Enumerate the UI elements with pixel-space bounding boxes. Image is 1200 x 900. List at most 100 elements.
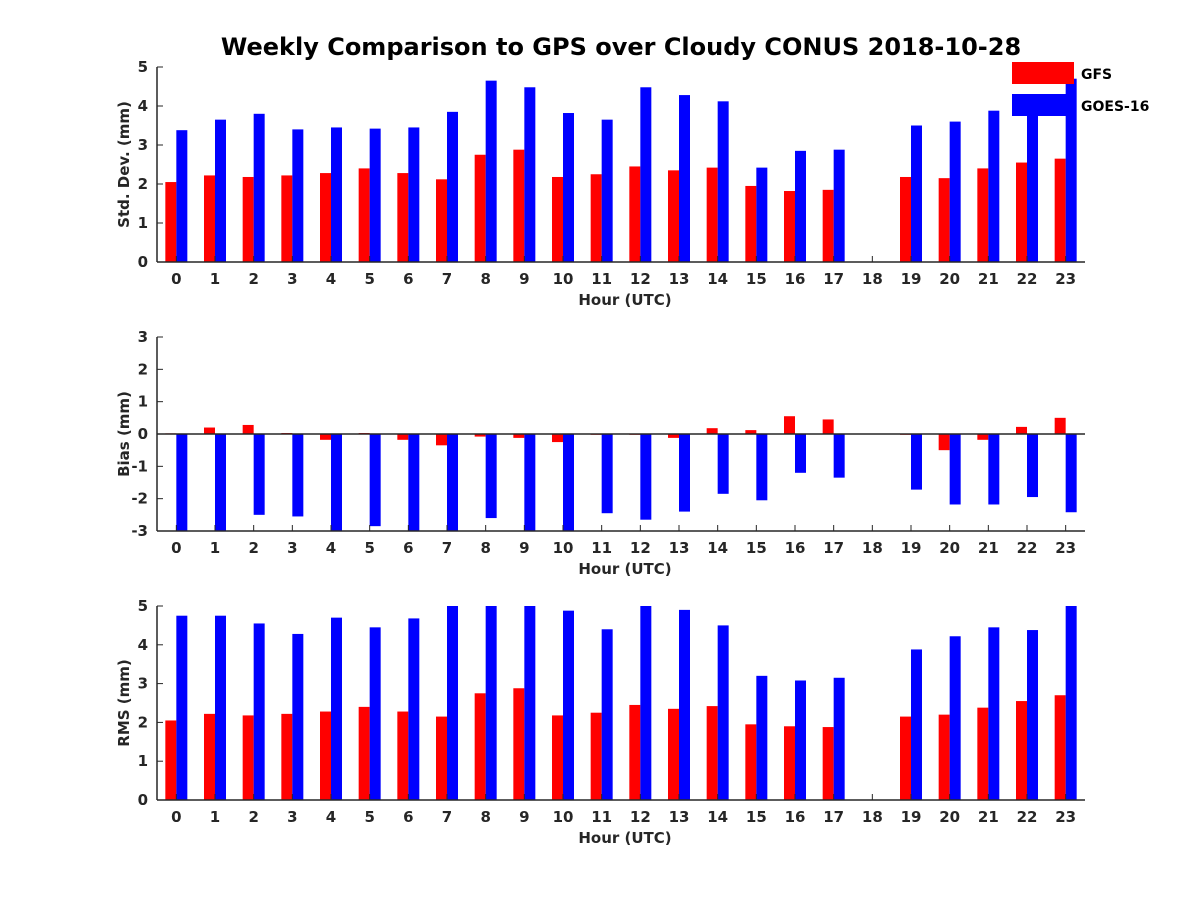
x-tick-label: 9: [519, 270, 529, 288]
x-tick-label: 2: [248, 808, 258, 826]
bar-gfs-hour-14: [706, 428, 718, 434]
bar-goes-16-hour-12: [640, 434, 652, 520]
bar-goes-16-hour-4: [331, 127, 342, 262]
bar-gfs-hour-4: [320, 434, 331, 440]
bar-goes-16-hour-23: [1065, 78, 1077, 262]
bar-goes-16-hour-5: [369, 434, 381, 527]
y-tick-label: 5: [138, 597, 148, 615]
bar-gfs-hour-3: [281, 175, 293, 262]
x-tick-label: 6: [403, 539, 413, 557]
x-tick-label: 22: [1017, 270, 1038, 288]
x-tick-label: 16: [785, 808, 806, 826]
x-tick-label: 18: [862, 808, 883, 826]
x-tick-label: 8: [480, 808, 490, 826]
x-tick-label: 15: [746, 808, 767, 826]
x-tick-label: 11: [591, 808, 612, 826]
bar-goes-16-hour-8: [485, 606, 497, 800]
x-tick-label: 18: [862, 539, 883, 557]
x-tick-label: 20: [939, 539, 960, 557]
x-tick-label: 12: [630, 808, 651, 826]
legend-swatch-goes-16: [1012, 94, 1074, 116]
bar-goes-16-hour-1: [215, 119, 226, 263]
y-tick-label: 4: [138, 97, 148, 115]
bar-gfs-hour-19: [900, 176, 911, 262]
x-tick-label: 19: [901, 808, 922, 826]
x-axis-label: Hour (UTC): [578, 560, 671, 578]
x-tick-label: 4: [326, 539, 336, 557]
bar-gfs-hour-17: [822, 189, 834, 262]
bar-goes-16-hour-11: [601, 629, 613, 800]
bar-gfs-hour-15: [745, 724, 757, 800]
bar-goes-16-hour-13: [679, 434, 690, 512]
bar-goes-16-hour-21: [988, 110, 1000, 263]
x-tick-label: 3: [287, 808, 297, 826]
bar-gfs-hour-12: [629, 166, 641, 262]
bar-goes-16-hour-22: [1027, 434, 1038, 498]
bar-gfs-hour-17: [822, 419, 834, 434]
y-tick-label: 0: [138, 425, 148, 443]
bar-goes-16-hour-5: [369, 128, 381, 262]
bar-goes-16-hour-1: [215, 434, 226, 531]
bar-goes-16-hour-11: [601, 434, 613, 514]
bar-gfs-hour-21: [977, 434, 989, 440]
x-axis-label: Hour (UTC): [578, 291, 671, 309]
bar-goes-16-hour-15: [756, 675, 768, 800]
x-tick-label: 7: [442, 808, 452, 826]
y-tick-label: -3: [131, 522, 148, 540]
bar-goes-16-hour-10: [563, 113, 574, 263]
bar-goes-16-hour-22: [1027, 630, 1038, 800]
bar-gfs-hour-6: [397, 711, 409, 800]
bar-goes-16-hour-4: [331, 617, 342, 800]
x-tick-label: 12: [630, 539, 651, 557]
bar-gfs-hour-14: [706, 706, 718, 800]
y-axis-label: Std. Dev. (mm): [115, 101, 133, 228]
x-tick-label: 20: [939, 270, 960, 288]
bar-goes-16-hour-7: [447, 606, 458, 800]
bar-goes-16-hour-21: [988, 627, 1000, 800]
y-tick-label: 2: [138, 360, 148, 378]
x-tick-label: 13: [669, 808, 690, 826]
bar-gfs-hour-10: [552, 176, 563, 262]
x-tick-label: 6: [403, 270, 413, 288]
x-tick-label: 22: [1017, 539, 1038, 557]
x-tick-label: 0: [171, 270, 181, 288]
bar-goes-16-hour-12: [640, 87, 652, 262]
bar-gfs-hour-21: [977, 168, 989, 262]
bar-goes-16-hour-14: [717, 625, 729, 800]
y-tick-label: 3: [138, 136, 148, 154]
bar-goes-16-hour-16: [795, 150, 806, 262]
x-tick-label: 22: [1017, 808, 1038, 826]
bar-goes-16-hour-6: [408, 618, 420, 800]
bar-goes-16-hour-6: [408, 127, 420, 262]
bar-goes-16-hour-13: [679, 95, 690, 262]
bar-gfs-hour-6: [397, 173, 409, 262]
bar-gfs-hour-10: [552, 715, 563, 800]
x-tick-label: 1: [210, 808, 220, 826]
y-tick-label: 3: [138, 675, 148, 693]
x-tick-label: 23: [1055, 270, 1076, 288]
bar-gfs-hour-16: [784, 726, 795, 800]
y-tick-label: -2: [131, 490, 148, 508]
y-tick-label: -1: [131, 457, 148, 475]
bar-goes-16-hour-0: [176, 130, 188, 262]
x-tick-label: 11: [591, 270, 612, 288]
bar-goes-16-hour-5: [369, 627, 381, 800]
bar-gfs-hour-11: [590, 712, 602, 800]
bar-goes-16-hour-6: [408, 434, 420, 531]
bar-gfs-hour-4: [320, 173, 331, 262]
bar-goes-16-hour-14: [717, 434, 729, 494]
x-tick-label: 3: [287, 270, 297, 288]
bar-goes-16-hour-20: [949, 121, 961, 262]
bar-gfs-hour-20: [938, 178, 950, 262]
x-tick-label: 9: [519, 808, 529, 826]
x-tick-label: 13: [669, 270, 690, 288]
x-tick-label: 11: [591, 539, 612, 557]
bar-gfs-hour-16: [784, 416, 795, 434]
bar-goes-16-hour-22: [1027, 109, 1038, 263]
x-tick-label: 1: [210, 539, 220, 557]
y-tick-label: 0: [138, 253, 148, 271]
bar-goes-16-hour-14: [717, 101, 729, 262]
bar-goes-16-hour-13: [679, 609, 690, 800]
bar-gfs-hour-2: [242, 176, 254, 262]
